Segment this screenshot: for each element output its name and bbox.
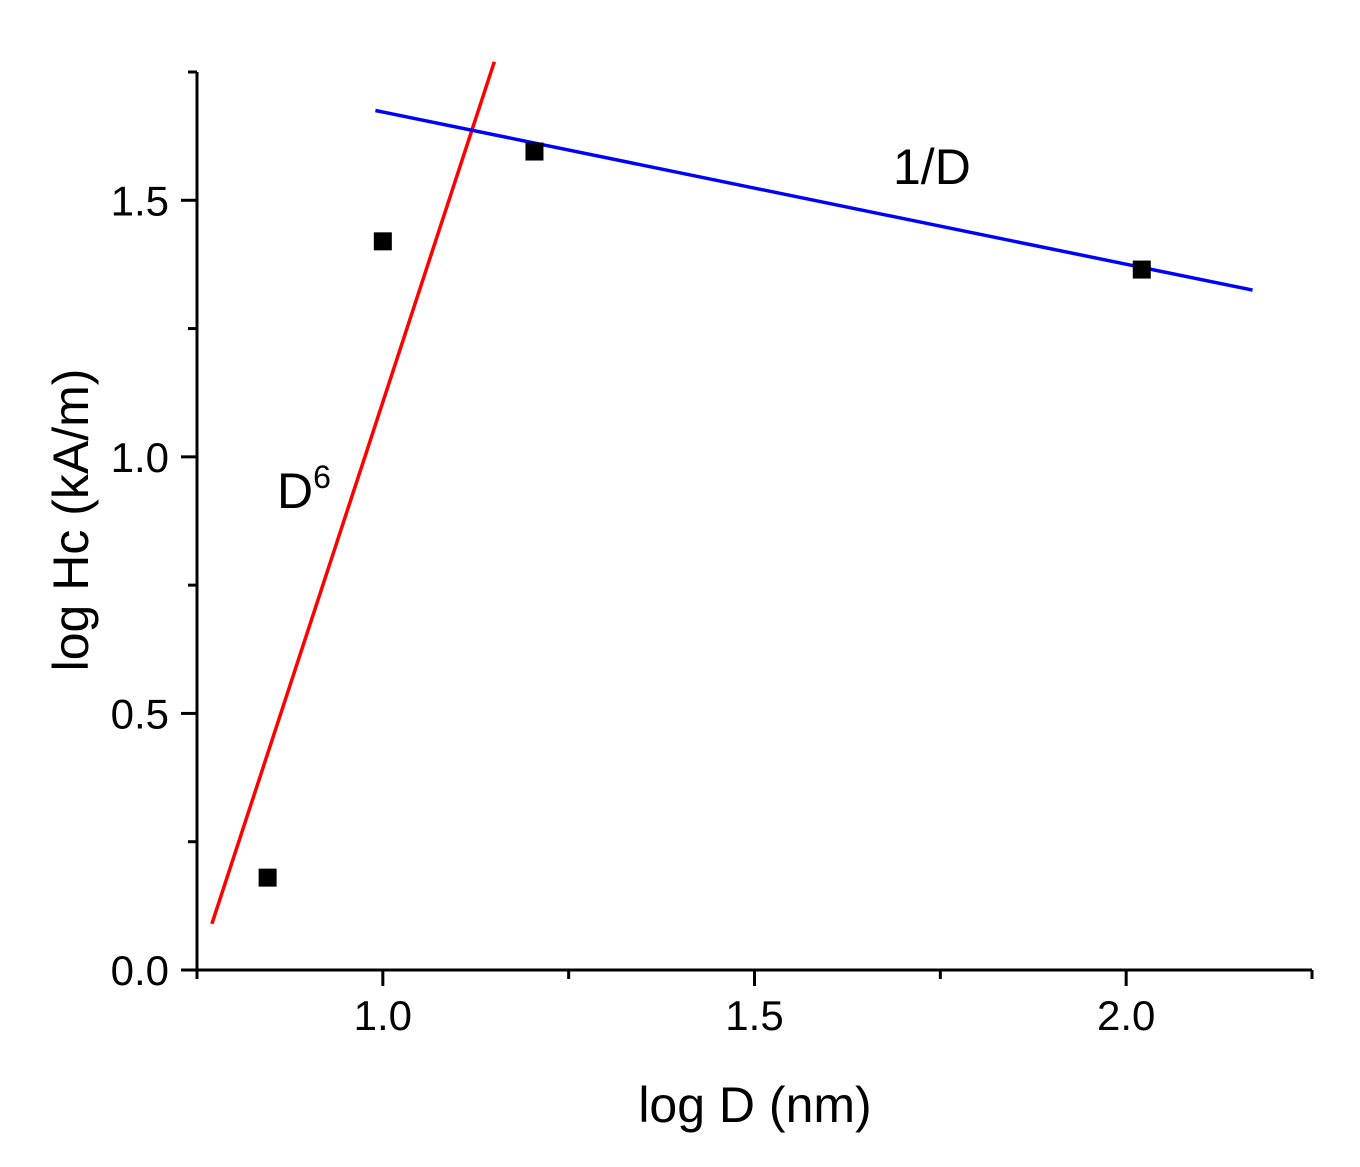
fit-line-label-text: 1/D (893, 139, 971, 195)
y-axis-title: log Hc (kA/m) (43, 369, 99, 672)
fit-line-0 (210, 61, 496, 925)
data-point (258, 868, 277, 887)
x-tick-label: 2.0 (1097, 992, 1155, 1039)
fit-line-label-0: D6 (277, 459, 331, 519)
y-tick-label: 1.0 (111, 434, 169, 481)
y-tick-label: 0.0 (111, 947, 169, 994)
fit-line-label-1: 1/D (893, 139, 971, 195)
fit-line-label-superscript: 6 (313, 459, 331, 495)
data-point (525, 142, 544, 161)
data-point (373, 232, 392, 251)
fit-line-1 (375, 108, 1253, 292)
x-tick-label: 1.5 (725, 992, 783, 1039)
plot-area: 1.0 1.5 2.0 0.0 0.5 1.0 1.5 D6 1/D (111, 61, 1314, 1039)
x-axis-title: log D (nm) (638, 1077, 871, 1133)
y-tick-label: 1.5 (111, 177, 169, 224)
x-tick-label: 1.0 (354, 992, 412, 1039)
y-tick-label: 0.5 (111, 690, 169, 737)
data-point (1132, 260, 1151, 279)
fit-line-label-text: D (277, 463, 313, 519)
